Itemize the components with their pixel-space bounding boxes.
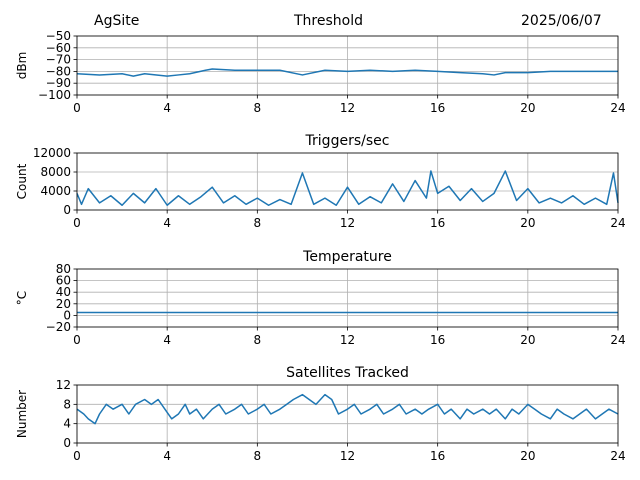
- x-tick-label: 20: [520, 101, 535, 115]
- x-tick-label: 24: [610, 101, 625, 115]
- x-tick-label: 16: [430, 333, 445, 347]
- x-tick-label: 12: [340, 449, 355, 463]
- x-tick-label: 0: [73, 216, 81, 230]
- y-axis-label: °C: [15, 291, 29, 305]
- y-tick-label: 4: [63, 417, 71, 431]
- y-tick-label: 0: [63, 436, 71, 450]
- x-tick-label: 24: [610, 216, 625, 230]
- y-tick-label: 0: [63, 203, 71, 217]
- x-tick-label: 4: [163, 216, 171, 230]
- x-tick-label: 0: [73, 101, 81, 115]
- x-tick-label: 20: [520, 216, 535, 230]
- y-tick-label: 80: [56, 262, 71, 276]
- y-tick-label: 40: [56, 285, 71, 299]
- chart-panel-2: 0 4 8 12 16 20 24 0 4000 8000 12000 Triggers/sec Cou…: [15, 133, 626, 230]
- x-tick-label: 16: [430, 101, 445, 115]
- y-tick-label: 8: [63, 397, 71, 411]
- series-line-1: [76, 68, 618, 77]
- x-tick-label: 16: [430, 216, 445, 230]
- x-tick-label: 8: [254, 101, 262, 115]
- figure-title: Threshold: [294, 13, 363, 29]
- y-tick-label: 8000: [40, 165, 71, 179]
- y-tick-label: 60: [56, 274, 71, 288]
- x-tick-label: 24: [610, 333, 625, 347]
- x-tick-label: 12: [340, 333, 355, 347]
- x-tick-label: 0: [73, 449, 81, 463]
- x-tick-label: 8: [254, 216, 262, 230]
- y-tick-label: 0: [63, 308, 71, 322]
- y-tick-label: 12: [56, 378, 71, 392]
- date-label: 2025/06/07: [521, 13, 602, 29]
- panel-title: Satellites Tracked: [286, 365, 409, 381]
- x-tick-label: 8: [254, 449, 262, 463]
- chart-panel-1: 0 4 8 12 16 20 24 −100−90−80−70−60−50 dBm: [15, 29, 626, 115]
- y-tick-label: −80: [46, 64, 71, 78]
- x-tick-label: 12: [340, 216, 355, 230]
- y-axis-label: Count: [15, 163, 29, 199]
- series-line-1: [76, 170, 619, 206]
- y-tick-label: 12000: [33, 146, 71, 160]
- x-tick-label: 4: [163, 333, 171, 347]
- x-tick-label: 12: [340, 101, 355, 115]
- y-tick-label: −20: [46, 320, 71, 334]
- x-tick-label: 4: [163, 449, 171, 463]
- y-tick-label: −50: [46, 29, 71, 43]
- x-tick-label: 20: [520, 449, 535, 463]
- x-tick-label: 4: [163, 101, 171, 115]
- x-tick-label: 16: [430, 449, 445, 463]
- x-tick-label: 20: [520, 333, 535, 347]
- x-tick-label: 24: [610, 449, 625, 463]
- y-tick-label: −100: [38, 88, 71, 102]
- y-axis-label: Number: [15, 390, 29, 438]
- y-tick-label: −90: [46, 76, 71, 90]
- panel-title: Triggers/sec: [305, 133, 390, 149]
- y-axis-label: dBm: [15, 52, 29, 80]
- site-label: AgSite: [94, 13, 140, 29]
- chart-panel-4: 0 4 8 12 16 20 24 0 4 8 12 Satellites Tracked Number: [15, 365, 626, 463]
- y-tick-label: 4000: [40, 184, 71, 198]
- series-line-1: [76, 393, 619, 425]
- y-tick-label: 20: [56, 297, 71, 311]
- x-tick-label: 8: [254, 333, 262, 347]
- panel-title: Temperature: [302, 249, 392, 265]
- y-tick-label: −70: [46, 53, 71, 67]
- y-tick-label: −60: [46, 41, 71, 55]
- x-tick-label: 0: [73, 333, 81, 347]
